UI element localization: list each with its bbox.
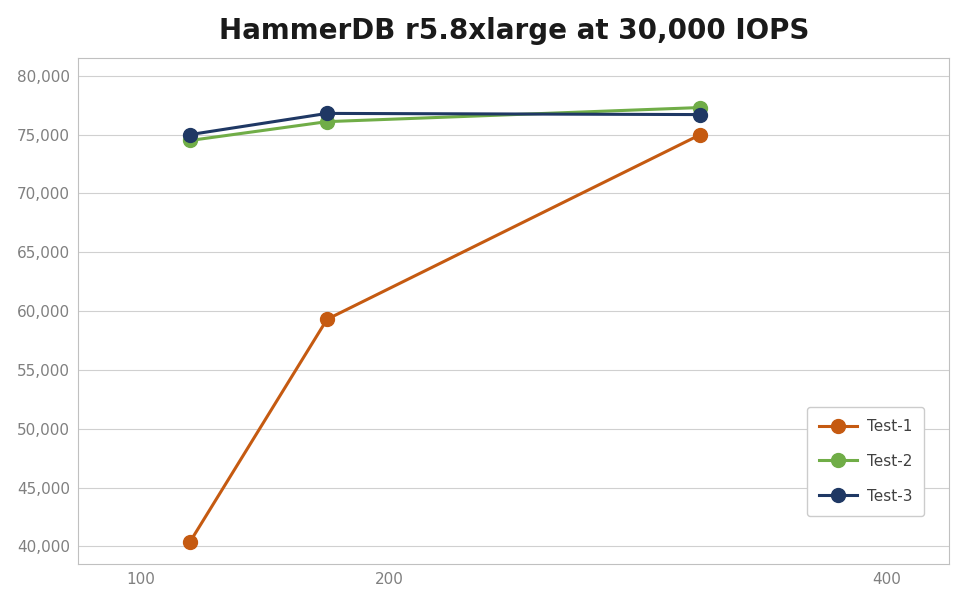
- Test-1: [695, 131, 706, 138]
- Line: Test-2: Test-2: [184, 101, 707, 147]
- Test-3: [185, 131, 196, 138]
- Test-2: [695, 104, 706, 111]
- Test-2: [185, 137, 196, 144]
- Legend: Test-1, Test-2, Test-3: Test-1, Test-2, Test-3: [807, 406, 924, 516]
- Test-2: [322, 118, 333, 125]
- Test-1: [185, 538, 196, 545]
- Line: Test-1: Test-1: [184, 127, 707, 548]
- Title: HammerDB r5.8xlarge at 30,000 IOPS: HammerDB r5.8xlarge at 30,000 IOPS: [218, 17, 809, 45]
- Test-3: [695, 111, 706, 118]
- Test-1: [322, 316, 333, 323]
- Test-3: [322, 110, 333, 117]
- Line: Test-3: Test-3: [184, 106, 707, 141]
